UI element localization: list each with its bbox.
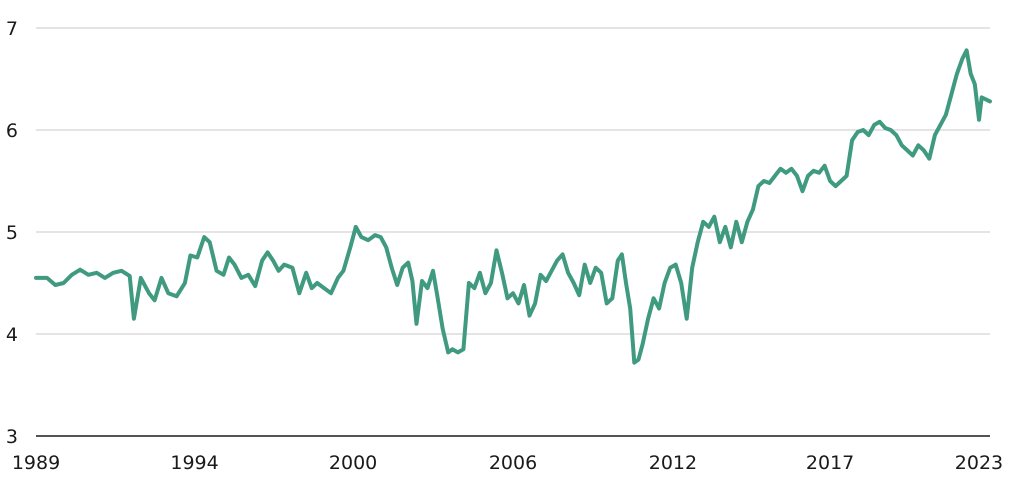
x-tick-label-2000: 2000 — [329, 452, 377, 474]
y-tick-label-5: 5 — [6, 222, 18, 244]
y-tick-label-3: 3 — [6, 426, 18, 448]
y-axis-tick-labels: 3 4 5 6 7 — [6, 18, 18, 448]
x-tick-label-2012: 2012 — [649, 452, 697, 474]
y-tick-label-7: 7 — [6, 18, 18, 40]
y-tick-label-6: 6 — [6, 120, 18, 142]
series-layer — [34, 48, 992, 365]
x-tick-label-2017: 2017 — [806, 452, 854, 474]
x-axis-tick-labels: 1989 1994 2000 2006 2012 2017 2023 — [12, 452, 1003, 474]
x-tick-label-2023: 2023 — [955, 452, 1003, 474]
x-tick-label-2006: 2006 — [489, 452, 537, 474]
x-tick-label-1994: 1994 — [170, 452, 218, 474]
gridlines — [36, 27, 990, 335]
y-tick-label-4: 4 — [6, 324, 18, 346]
x-tick-label-1989: 1989 — [12, 452, 60, 474]
series-line-0 — [34, 48, 992, 365]
